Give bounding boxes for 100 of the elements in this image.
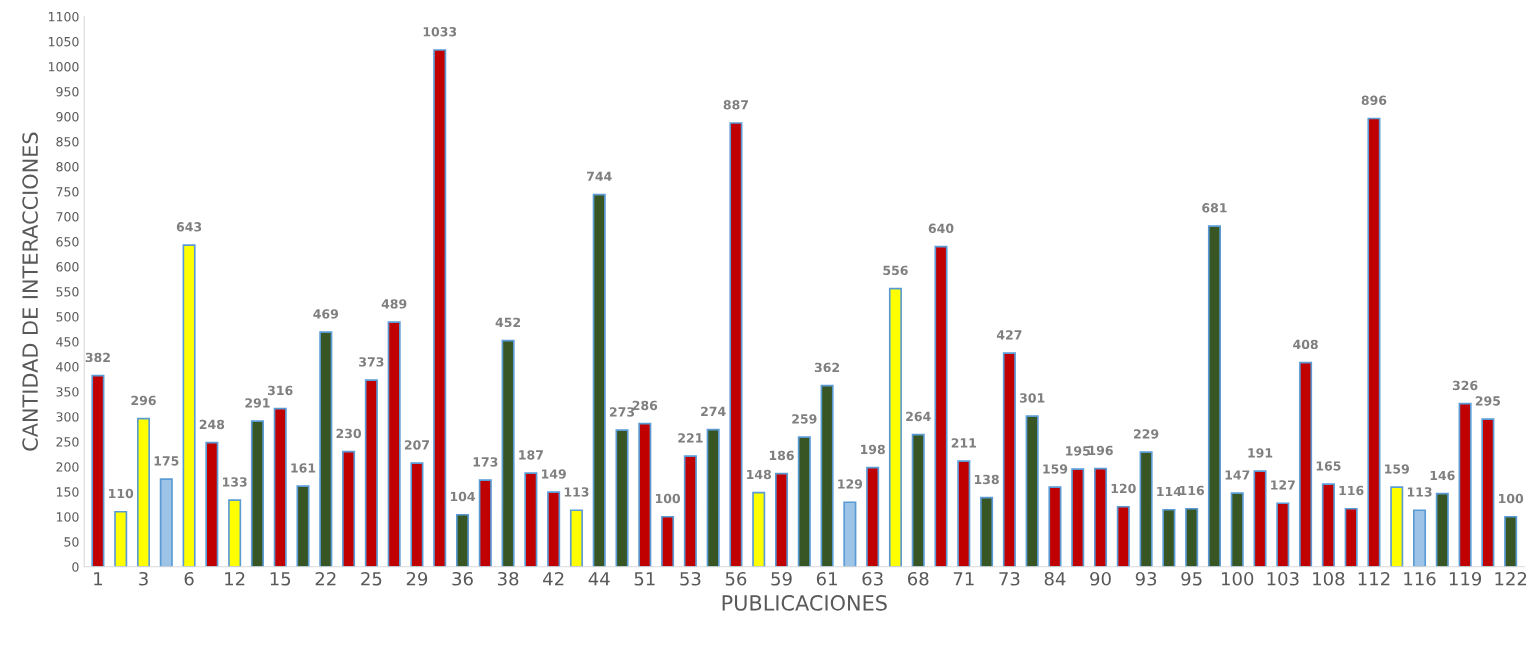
y-tick-label: 1000 xyxy=(48,61,79,72)
data-label: 129 xyxy=(838,479,863,489)
bar xyxy=(342,450,356,567)
bar xyxy=(638,422,652,567)
data-label: 1033 xyxy=(423,27,457,37)
data-label: 113 xyxy=(1407,487,1432,497)
data-label: 159 xyxy=(1385,464,1409,474)
data-label: 114 xyxy=(1157,486,1182,496)
y-tick-label: 450 xyxy=(56,337,79,347)
x-tick-label: 38 xyxy=(497,571,519,586)
y-tick-label: 0 xyxy=(72,562,79,572)
bar xyxy=(1002,352,1016,567)
y-tick-label: 500 xyxy=(56,312,79,322)
bar xyxy=(592,193,606,567)
bar xyxy=(1048,486,1062,567)
x-tick-label: 3 xyxy=(139,571,148,586)
bar xyxy=(1481,418,1495,567)
bar xyxy=(387,321,401,567)
x-tick-label: 15 xyxy=(270,572,291,586)
x-tick-label: 84 xyxy=(1044,571,1066,586)
bar xyxy=(547,491,561,567)
data-label: 221 xyxy=(678,433,703,443)
bar xyxy=(205,441,219,567)
bar xyxy=(250,420,264,567)
x-tick-label: 71 xyxy=(953,572,974,586)
bar xyxy=(1071,468,1085,567)
data-label: 138 xyxy=(974,474,999,485)
bar xyxy=(228,499,242,567)
bar xyxy=(1412,509,1427,567)
bar xyxy=(1344,507,1358,567)
bar xyxy=(1504,515,1518,567)
data-label: 146 xyxy=(1430,470,1455,481)
bar xyxy=(91,374,105,567)
bar xyxy=(569,509,583,567)
bar xyxy=(1185,507,1199,567)
x-tick-label: 22 xyxy=(315,571,336,586)
bar xyxy=(1139,451,1153,567)
bar xyxy=(934,245,948,567)
bar xyxy=(615,429,629,567)
data-label: 264 xyxy=(906,411,931,422)
bar xyxy=(1253,470,1267,567)
x-tick-label: 42 xyxy=(543,571,564,586)
bar xyxy=(683,455,697,567)
data-label: 161 xyxy=(291,463,316,473)
x-tick-label: 73 xyxy=(999,571,1020,586)
x-tick-label: 68 xyxy=(908,571,929,586)
data-label: 681 xyxy=(1202,203,1227,213)
x-tick-label: 90 xyxy=(1090,571,1111,586)
bar xyxy=(182,244,196,567)
x-tick-label: 63 xyxy=(862,571,883,586)
y-tick-label: 150 xyxy=(56,487,79,497)
bar xyxy=(752,491,766,567)
y-tick-label: 850 xyxy=(56,137,79,147)
bar xyxy=(273,407,287,567)
y-tick-label: 50 xyxy=(64,537,79,547)
data-label: 116 xyxy=(1180,485,1205,496)
data-label: 556 xyxy=(883,265,908,276)
data-label: 211 xyxy=(951,438,976,448)
x-tick-label: 51 xyxy=(634,572,655,586)
data-label: 104 xyxy=(450,491,475,502)
data-label: 191 xyxy=(1248,448,1273,458)
bar xyxy=(524,472,538,567)
y-tick-label: 900 xyxy=(56,111,79,122)
data-label: 744 xyxy=(587,171,612,181)
y-tick-label: 600 xyxy=(56,262,79,272)
x-tick-label: 6 xyxy=(184,571,194,586)
x-tick-label: 36 xyxy=(452,571,473,586)
y-tick-label: 950 xyxy=(56,86,79,97)
bar xyxy=(136,417,151,567)
data-label: 173 xyxy=(473,457,498,467)
data-label: 148 xyxy=(747,469,771,480)
data-label: 643 xyxy=(176,222,202,232)
data-label: 291 xyxy=(245,398,270,408)
bar xyxy=(1162,508,1176,567)
data-label: 207 xyxy=(404,440,429,450)
bar xyxy=(1093,467,1108,567)
bar xyxy=(729,122,743,567)
bar xyxy=(1230,492,1244,567)
bar xyxy=(980,496,994,567)
data-label: 116 xyxy=(1339,485,1364,496)
x-tick-label: 103 xyxy=(1267,571,1299,586)
bar xyxy=(820,384,834,567)
bar xyxy=(866,466,880,567)
data-label: 147 xyxy=(1225,470,1250,480)
data-label: 887 xyxy=(723,100,748,110)
y-tick-label: 350 xyxy=(56,387,79,397)
data-label: 248 xyxy=(199,419,225,430)
x-tick-label: 95 xyxy=(1181,571,1202,586)
x-tick-label: 119 xyxy=(1449,571,1482,586)
bar xyxy=(1116,505,1130,567)
bar xyxy=(455,513,470,567)
data-label: 301 xyxy=(1019,393,1045,403)
bar xyxy=(159,478,173,567)
bar xyxy=(843,501,857,567)
data-label: 259 xyxy=(792,414,817,424)
data-label: 286 xyxy=(632,400,658,411)
y-tick-label: 250 xyxy=(56,437,79,447)
bar xyxy=(1390,486,1404,567)
data-label: 113 xyxy=(564,487,589,497)
data-label: 230 xyxy=(336,428,362,439)
